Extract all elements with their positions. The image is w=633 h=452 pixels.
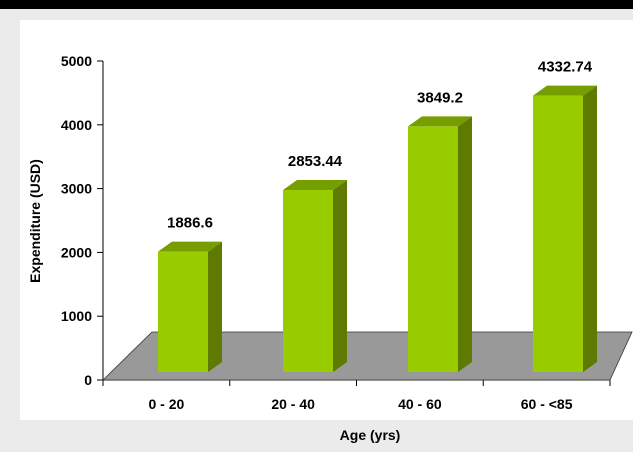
x-tick-label: 60 - <85	[521, 396, 573, 412]
data-label: 4332.74	[538, 59, 593, 76]
floor-plane	[102, 331, 633, 381]
data-label: 2853.44	[288, 153, 343, 170]
y-tick-label: 2000	[61, 244, 92, 260]
bar-top	[283, 179, 347, 190]
bar	[158, 241, 222, 372]
y-tick-labels: 0 1000 2000 3000 4000 5000	[61, 53, 92, 388]
bar-front	[408, 126, 458, 372]
x-axis-title: Age (yrs)	[340, 427, 401, 443]
x-tick-label: 40 - 60	[398, 396, 442, 412]
bar-top	[158, 241, 222, 252]
y-tick-label: 4000	[61, 117, 92, 133]
bar-top	[533, 85, 597, 96]
bar-side	[583, 85, 597, 372]
data-label: 3849.2	[417, 89, 463, 106]
top-band	[0, 0, 633, 9]
x-tick-labels: 0 - 20 20 - 40 40 - 60 60 - <85	[148, 396, 572, 412]
bar	[533, 85, 597, 372]
bar-front	[533, 95, 583, 372]
bar	[283, 179, 347, 372]
x-tick-label: 0 - 20	[148, 396, 184, 412]
y-axis-title: Expenditure (USD)	[27, 159, 43, 283]
bar-front	[283, 189, 333, 372]
y-tick-label: 0	[84, 372, 92, 388]
bar-side	[458, 116, 472, 372]
y-tick-label: 5000	[61, 53, 92, 69]
chart-floor	[102, 331, 633, 381]
bar-side	[208, 241, 222, 372]
bars	[158, 85, 597, 372]
y-tick-label: 3000	[61, 181, 92, 197]
bar-front	[158, 251, 208, 372]
bar	[408, 116, 472, 372]
bar-top	[408, 116, 472, 127]
y-tick-label: 1000	[61, 308, 92, 324]
data-label: 1886.6	[167, 215, 213, 232]
data-labels: 1886.6 2853.44 3849.2 4332.74	[167, 59, 593, 232]
x-tick-label: 20 - 40	[271, 396, 315, 412]
bar-side	[333, 179, 347, 372]
